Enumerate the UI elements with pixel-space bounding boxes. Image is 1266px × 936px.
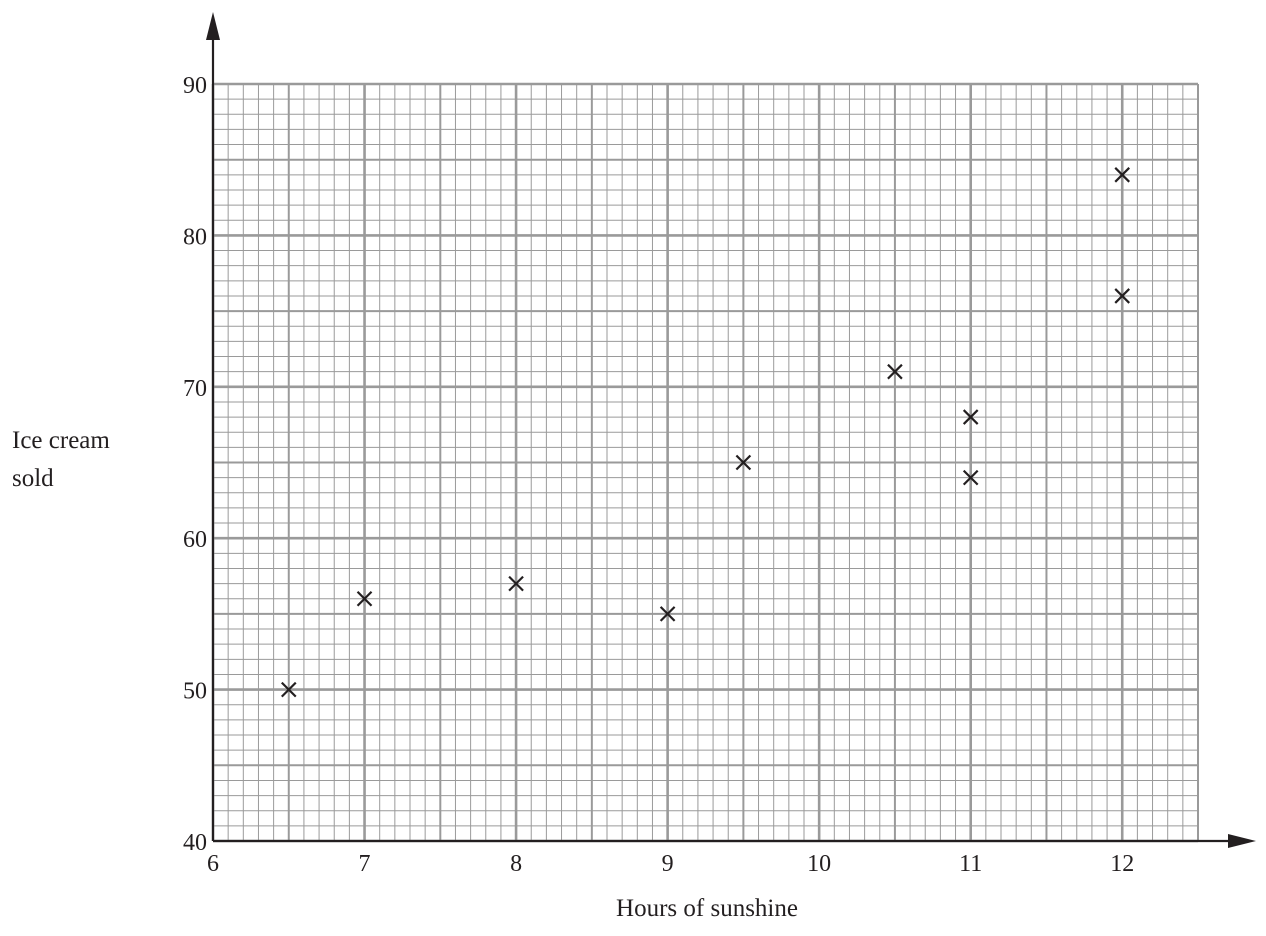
x-tick-label: 6 bbox=[207, 851, 219, 877]
data-point-stroke bbox=[887, 363, 903, 380]
data-point-stroke bbox=[962, 409, 979, 425]
y-tick-label: 40 bbox=[183, 830, 207, 856]
x-tick-label: 9 bbox=[662, 851, 674, 877]
data-point-stroke bbox=[962, 469, 979, 486]
data-points bbox=[280, 167, 1131, 698]
x-tick-label: 11 bbox=[959, 851, 982, 877]
x-tick-label: 8 bbox=[510, 851, 522, 877]
y-tick-label: 70 bbox=[183, 376, 207, 402]
data-point-stroke bbox=[1114, 288, 1131, 304]
y-tick-label: 80 bbox=[183, 224, 207, 250]
data-point bbox=[735, 454, 752, 471]
axes bbox=[206, 12, 1256, 848]
data-point bbox=[962, 469, 979, 486]
data-point bbox=[659, 606, 676, 622]
y-tick-label: 50 bbox=[183, 679, 207, 705]
y-tick-label: 60 bbox=[183, 527, 207, 553]
data-point-stroke bbox=[735, 454, 752, 471]
x-tick-label: 7 bbox=[359, 851, 371, 877]
data-point-stroke bbox=[356, 590, 373, 607]
data-point bbox=[508, 575, 524, 592]
y-tick-label: 90 bbox=[183, 73, 207, 99]
data-point-stroke bbox=[1114, 167, 1131, 183]
x-axis-label: Hours of sunshine bbox=[616, 895, 798, 922]
x-tick-label: 10 bbox=[807, 851, 831, 877]
y-axis-arrow bbox=[206, 12, 220, 40]
x-axis-arrow bbox=[1228, 834, 1256, 848]
grid bbox=[211, 82, 1199, 843]
data-point-stroke bbox=[508, 575, 524, 592]
data-point bbox=[962, 409, 979, 425]
tick-labels: 6 7 8 9 10 11 12 40 50 60 70 80 90 bbox=[183, 73, 1134, 877]
data-point-stroke bbox=[659, 606, 676, 622]
data-point bbox=[1114, 288, 1131, 304]
data-point bbox=[1114, 167, 1131, 183]
x-tick-label: 12 bbox=[1110, 851, 1134, 877]
y-axis-label-line-1: Ice cream bbox=[12, 427, 110, 454]
data-point bbox=[280, 681, 297, 698]
data-point bbox=[887, 363, 903, 380]
data-point-stroke bbox=[280, 681, 297, 698]
y-axis-label-line-2: sold bbox=[12, 465, 54, 492]
data-point bbox=[356, 590, 373, 607]
